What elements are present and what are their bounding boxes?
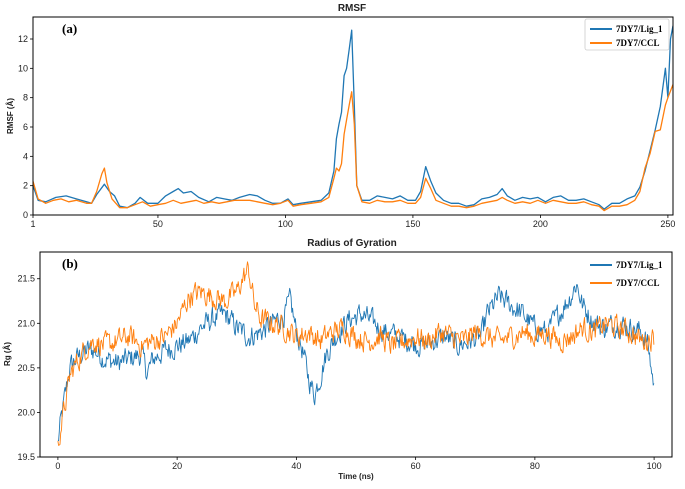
rmsf-y-tick-label: 8 [23,93,28,103]
rmsf-x-tick-label: 1 [30,219,35,229]
rg-title: Radius of Gyration [307,238,396,249]
rmsf-x-tick-label: 200 [533,219,548,229]
rmsf-y-tick-label: 4 [23,151,28,161]
rg-legend: 7DY7/Lig_1 7DY7/CCL [590,260,663,288]
rmsf-legend: 7DY7/Lig_1 7DY7/CCL [584,18,670,51]
rmsf-y-tick-label: 0 [23,210,28,220]
rg-x-axis-label: Time (ns) [338,472,374,481]
rg-x-tick-label: 0 [55,461,60,471]
rg-legend-label-lig: 7DY7/Lig_1 [616,260,663,270]
rg-series-line-lig [57,284,655,442]
rg-y-tick-label: 19.5 [17,452,35,462]
rg-y-tick-label: 21.5 [17,274,35,284]
rg-plot-frame [39,251,673,458]
rmsf-x-tick-label: 50 [153,219,163,229]
rg-y-tick-label: 21.0 [17,318,35,328]
rg-y-tick-label: 20.0 [17,407,35,417]
rmsf-y-tick-label: 2 [23,181,28,191]
rmsf-x-tick-label: 250 [660,219,675,229]
rg-legend-label-ccl: 7DY7/CCL [616,278,660,288]
rg-y-axis-label: Rg (Å) [3,342,12,366]
rg-series-line-ccl [57,261,655,446]
rmsf-legend-label-ccl: 7DY7/CCL [616,38,660,48]
rmsf-x-tick-label: 150 [405,219,420,229]
rg-y-tick-label: 20.5 [17,363,35,373]
rg-x-tick-label: 20 [172,461,182,471]
rg-chart: Radius of Gyration 0 20 40 60 80 100 19.5 20.0 2… [3,238,673,481]
rmsf-title: RMSF [338,3,366,14]
rmsf-x-tick-label: 100 [278,219,293,229]
rmsf-legend-label-lig: 7DY7/Lig_1 [616,24,663,34]
rmsf-y-tick-label: 10 [18,63,28,73]
rg-panel-label: (b) [62,256,78,271]
rg-x-tick-label: 40 [291,461,301,471]
rmsf-panel-label: (a) [62,21,77,36]
rmsf-y-tick-label: 6 [23,122,28,132]
rmsf-y-axis-label: RMSF (Å) [6,98,15,134]
rmsf-plot-frame [32,16,674,216]
rg-x-tick-label: 60 [411,461,421,471]
rg-x-tick-label: 100 [647,461,662,471]
rmsf-series-line-ccl [33,84,673,212]
rmsf-y-tick-label: 12 [18,34,28,44]
rg-x-tick-label: 80 [530,461,540,471]
